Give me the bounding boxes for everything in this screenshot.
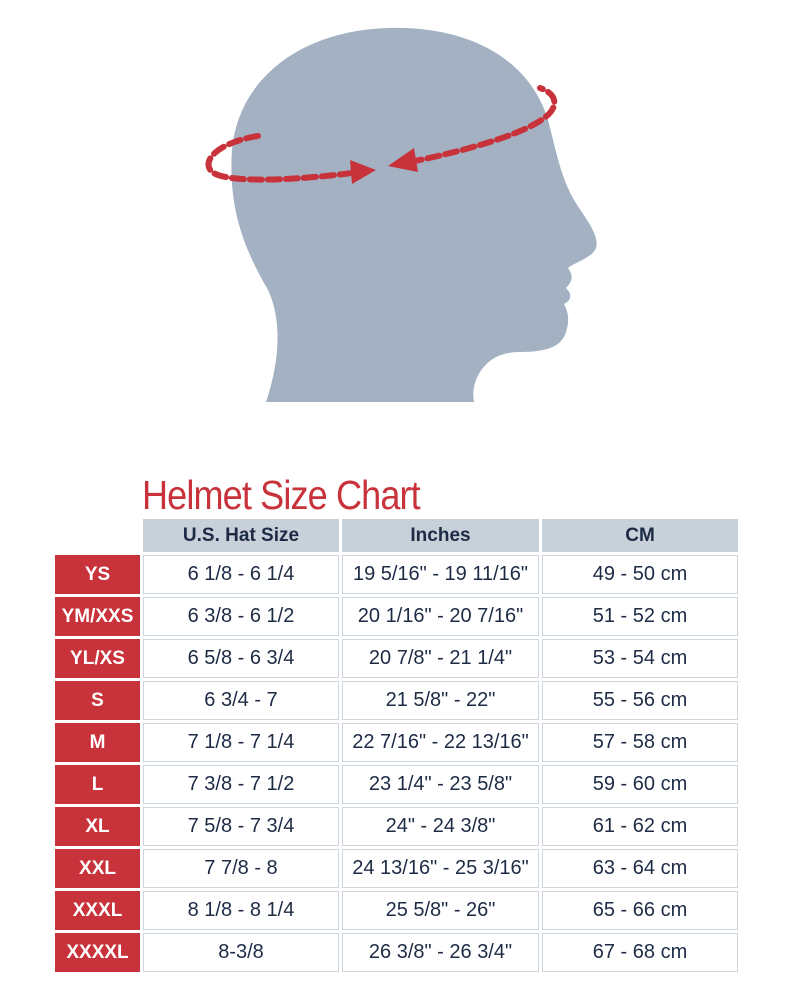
size-table: U.S. Hat Size Inches CM YS 6 1/8 - 6 1/4 1…	[52, 516, 741, 975]
size-label: YS	[55, 555, 140, 594]
table-row: XL 7 5/8 - 7 3/4 24" - 24 3/8" 61 - 62 cm	[55, 807, 738, 846]
inches-cell: 25 5/8" - 26"	[342, 891, 539, 930]
hat-size-cell: 6 5/8 - 6 3/4	[143, 639, 339, 678]
inches-cell: 22 7/16" - 22 13/16"	[342, 723, 539, 762]
table-row: YL/XS 6 5/8 - 6 3/4 20 7/8" - 21 1/4" 53 - …	[55, 639, 738, 678]
inches-cell: 26 3/8" - 26 3/4"	[342, 933, 539, 972]
table-row: XXXXL 8-3/8 26 3/8" - 26 3/4" 67 - 68 cm	[55, 933, 738, 972]
cm-cell: 65 - 66 cm	[542, 891, 738, 930]
cm-cell: 53 - 54 cm	[542, 639, 738, 678]
cm-cell: 61 - 62 cm	[542, 807, 738, 846]
inches-cell: 24 13/16" - 25 3/16"	[342, 849, 539, 888]
size-label: XXXXL	[55, 933, 140, 972]
inches-cell: 20 1/16" - 20 7/16"	[342, 597, 539, 636]
size-label: XL	[55, 807, 140, 846]
header-row: U.S. Hat Size Inches CM	[55, 519, 738, 552]
inches-cell: 23 1/4" - 23 5/8"	[342, 765, 539, 804]
size-label: M	[55, 723, 140, 762]
chart-title: Helmet Size Chart	[142, 472, 421, 518]
arrow-right-icon	[350, 160, 376, 184]
hat-size-cell: 6 3/4 - 7	[143, 681, 339, 720]
hat-size-cell: 7 5/8 - 7 3/4	[143, 807, 339, 846]
hat-size-cell: 7 3/8 - 7 1/2	[143, 765, 339, 804]
table-row: XXXL 8 1/8 - 8 1/4 25 5/8" - 26" 65 - 66 cm	[55, 891, 738, 930]
hat-size-cell: 8-3/8	[143, 933, 339, 972]
cm-cell: 55 - 56 cm	[542, 681, 738, 720]
size-label: YM/XXS	[55, 597, 140, 636]
header-inches: Inches	[342, 519, 539, 552]
header-hat-size: U.S. Hat Size	[143, 519, 339, 552]
inches-cell: 21 5/8" - 22"	[342, 681, 539, 720]
head-silhouette-icon	[205, 27, 597, 403]
hat-size-cell: 7 7/8 - 8	[143, 849, 339, 888]
cm-cell: 59 - 60 cm	[542, 765, 738, 804]
hat-size-cell: 7 1/8 - 7 1/4	[143, 723, 339, 762]
hat-size-cell: 8 1/8 - 8 1/4	[143, 891, 339, 930]
inches-cell: 19 5/16" - 19 11/16"	[342, 555, 539, 594]
table-row: YS 6 1/8 - 6 1/4 19 5/16" - 19 11/16" 49 - …	[55, 555, 738, 594]
inches-cell: 20 7/8" - 21 1/4"	[342, 639, 539, 678]
hat-size-cell: 6 3/8 - 6 1/2	[143, 597, 339, 636]
size-label: XXXL	[55, 891, 140, 930]
measuring-line-back	[205, 133, 363, 183]
cm-cell: 51 - 52 cm	[542, 597, 738, 636]
table-row: YM/XXS 6 3/8 - 6 1/2 20 1/16" - 20 7/16" 51…	[55, 597, 738, 636]
cm-cell: 49 - 50 cm	[542, 555, 738, 594]
cm-cell: 63 - 64 cm	[542, 849, 738, 888]
hat-size-cell: 6 1/8 - 6 1/4	[143, 555, 339, 594]
size-label: S	[55, 681, 140, 720]
cm-cell: 67 - 68 cm	[542, 933, 738, 972]
measuring-line-front	[407, 85, 558, 165]
header-cm: CM	[542, 519, 738, 552]
size-label: XXL	[55, 849, 140, 888]
cm-cell: 57 - 58 cm	[542, 723, 738, 762]
inches-cell: 24" - 24 3/8"	[342, 807, 539, 846]
size-label: YL/XS	[55, 639, 140, 678]
size-label: L	[55, 765, 140, 804]
header-blank	[55, 519, 140, 552]
head-shape	[231, 27, 597, 403]
table-row: XXL 7 7/8 - 8 24 13/16" - 25 3/16" 63 - 64 …	[55, 849, 738, 888]
arrow-left-icon	[388, 148, 418, 172]
